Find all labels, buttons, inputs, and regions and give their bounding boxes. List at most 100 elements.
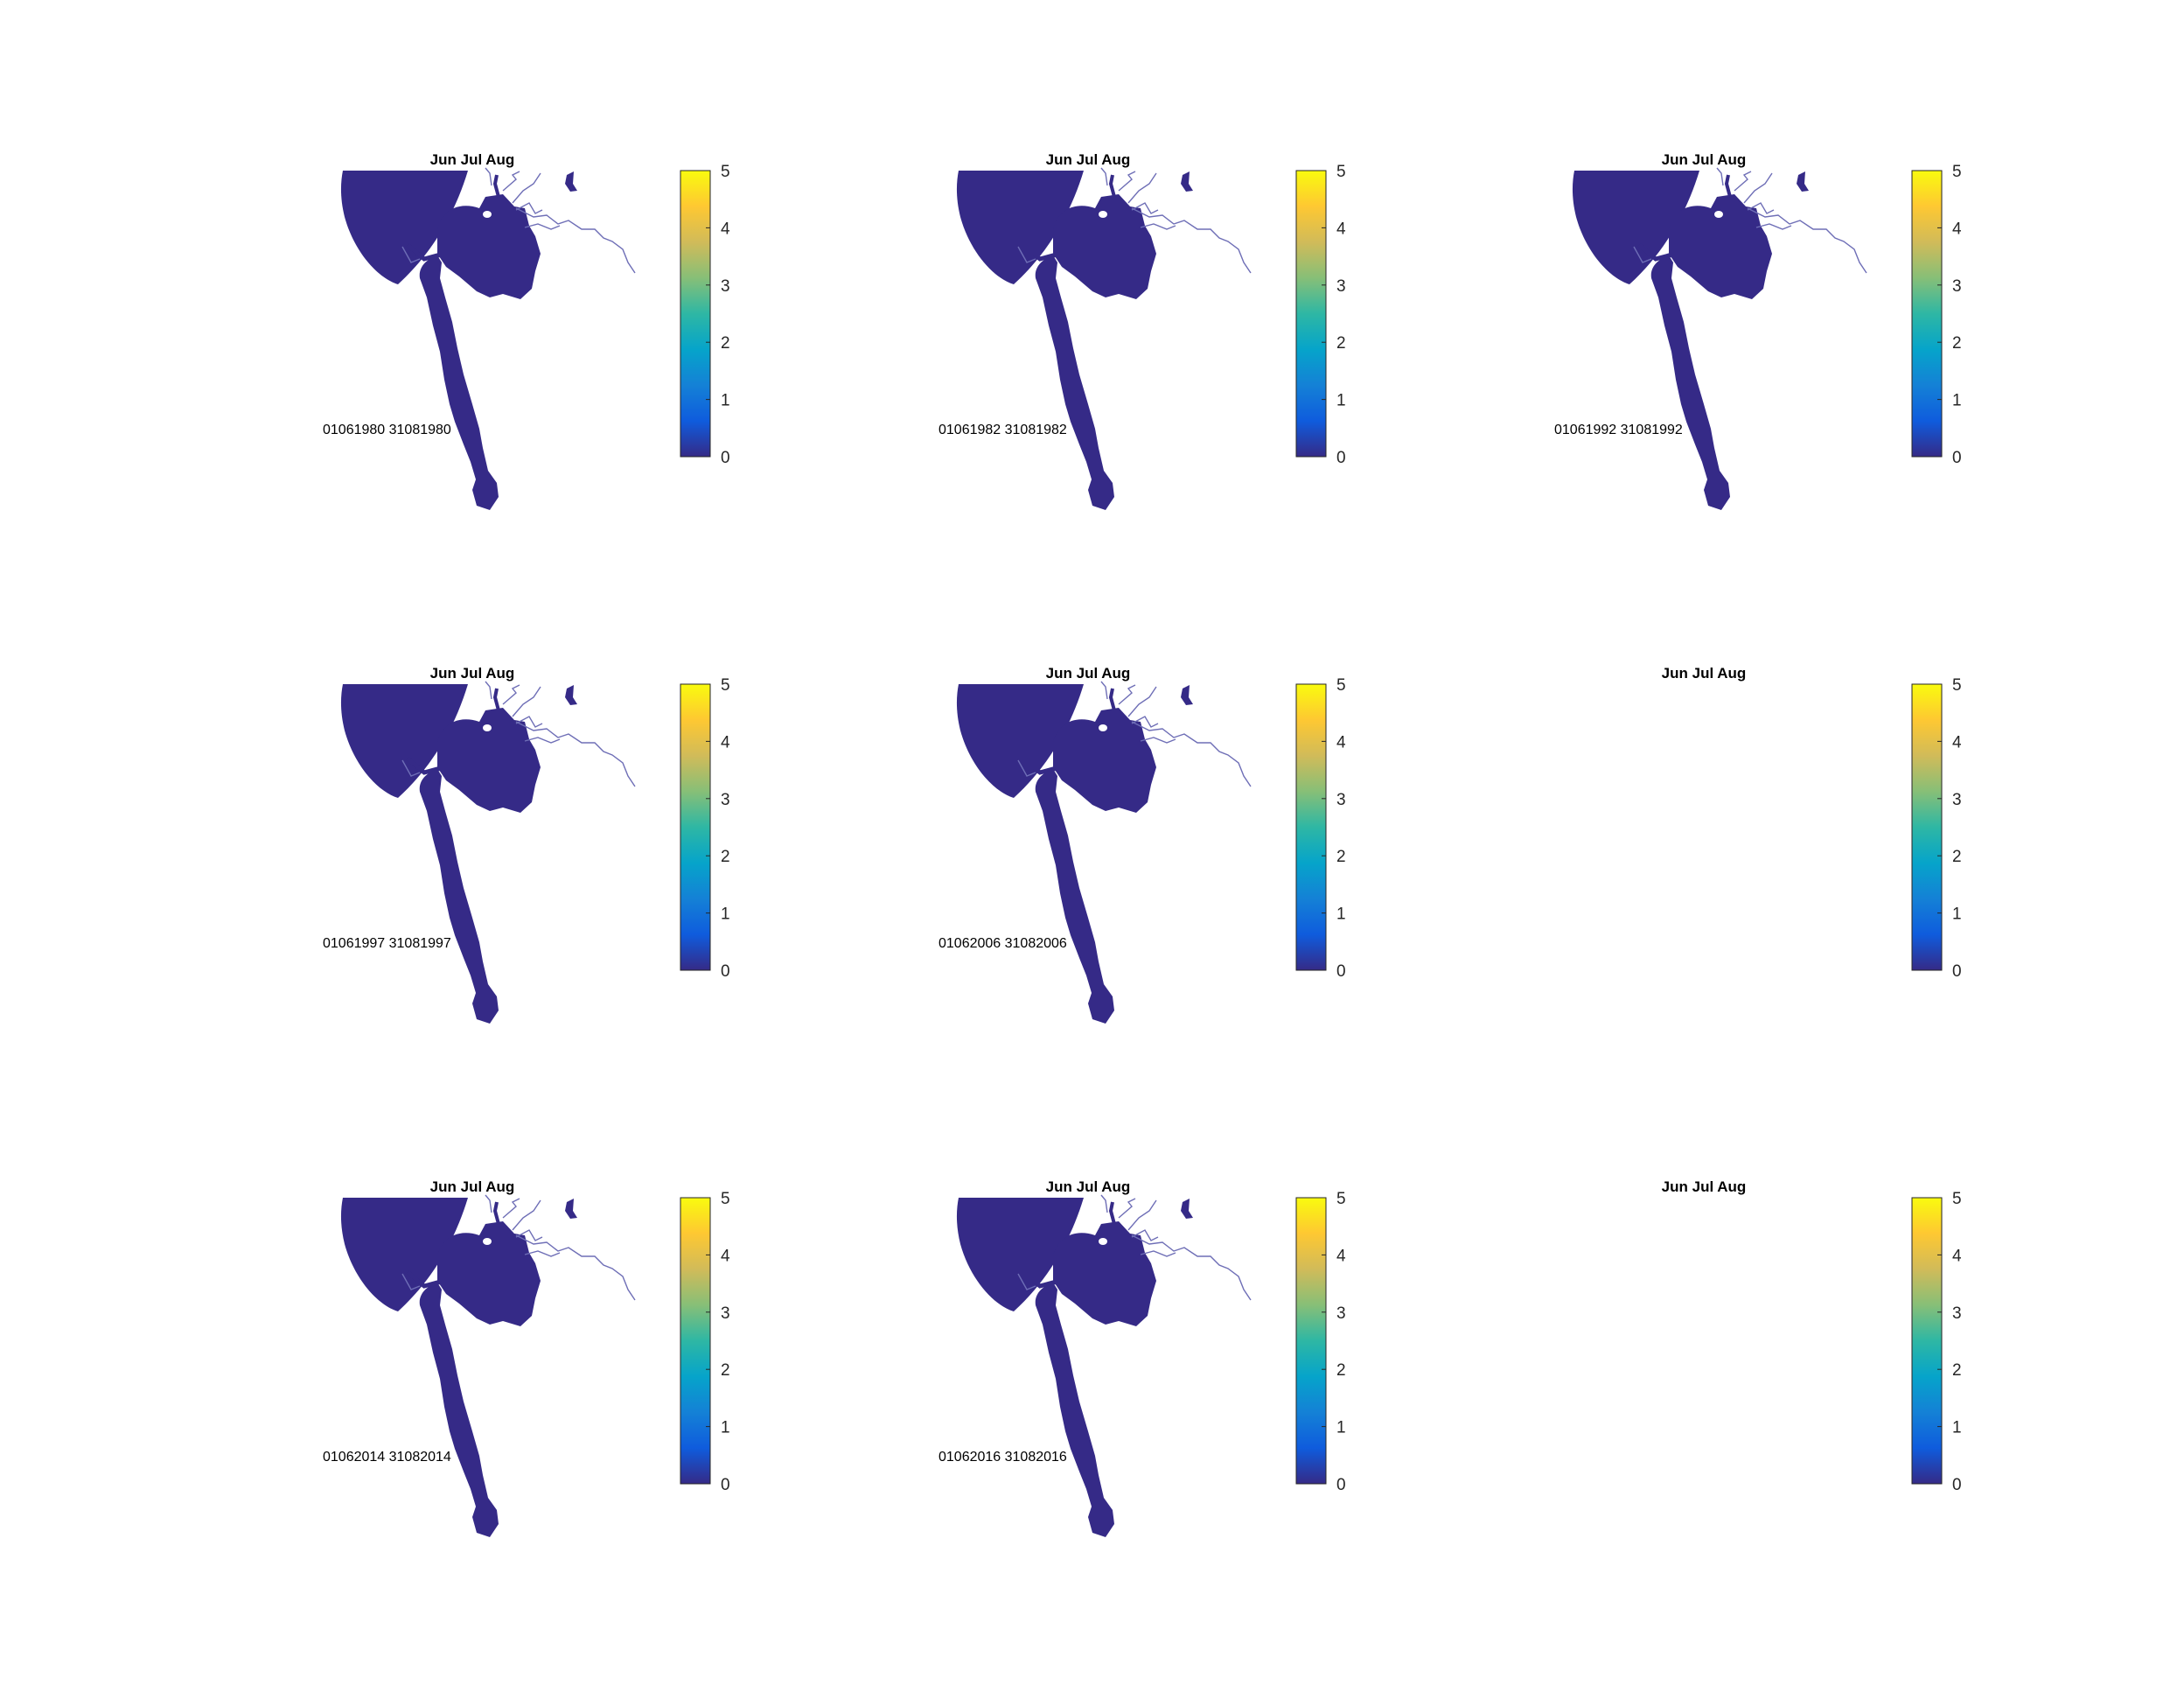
colorbar-tick-label: 0 [721,962,730,981]
map-lagoon [1053,708,1156,813]
colorbar: 0 1 2 3 4 5 [1295,676,1346,981]
map-river-line [1118,171,1136,192]
colorbar-tick-label: 2 [1336,848,1346,866]
map-island [483,1238,492,1245]
map-lagoon [437,708,541,813]
map-river-line [401,246,421,263]
map-river-line [515,721,636,787]
subplot-panel: Jun Jul Aug 01061980 31081980 0 1 2 3 4 5 [323,151,730,510]
colorbar-gradient [1295,170,1327,458]
map-river-line [1743,172,1773,204]
colorbar: 0 1 2 3 4 5 [680,163,730,467]
panel-title: Jun Jul Aug [430,151,515,168]
subplot-panel: Jun Jul Aug 01062014 31082014 0 1 2 3 4 5 [323,1178,730,1537]
colorbar-tick-label: 4 [1336,220,1346,238]
panel-title: Jun Jul Aug [430,1178,515,1195]
colorbar-tick-label: 5 [721,1190,730,1208]
colorbar-tick-label: 0 [1336,962,1346,981]
colorbar-tick-label: 0 [721,1476,730,1494]
panel-date-range: 01061980 31081980 [323,423,451,437]
map-lagoon [437,194,541,299]
map-river-line [502,684,520,705]
map-river-line [515,716,543,728]
colorbar-tick-label: 1 [721,392,730,410]
map-lagoon [1053,1221,1156,1326]
panel-title: Jun Jul Aug [1046,1178,1131,1195]
map-island [483,211,492,218]
colorbar-tick-label: 4 [1336,1247,1346,1265]
colorbar-tick-label: 4 [721,220,730,238]
map-island [483,724,492,731]
map-river-line [1100,167,1108,186]
map-river-line [502,1198,520,1219]
panel-title: Jun Jul Aug [1662,151,1747,168]
colorbar-tick-label: 3 [721,791,730,809]
panel-title: Jun Jul Aug [1662,665,1747,682]
subplot-panel: Jun Jul Aug 0 1 2 3 4 5 [1662,1178,1962,1494]
colorbar-tick-label: 2 [1336,1361,1346,1380]
salinity-map [956,167,1252,510]
salinity-map [956,1194,1252,1537]
map-island [1099,1238,1107,1245]
map-north-connector [1724,174,1732,198]
map-river-line [1131,716,1159,728]
map-river-line [1131,202,1159,214]
map-river-line [524,223,561,230]
colorbar-tick-label: 2 [1336,334,1346,353]
colorbar-tick-label: 2 [721,334,730,353]
colorbar-tick-label: 3 [1952,1304,1962,1323]
map-north-connector [492,688,500,711]
map-river-line [524,1250,561,1257]
map-river-line [1127,1199,1157,1231]
map-north-connector [1108,174,1116,198]
subplot-panel: Jun Jul Aug 01062016 31082016 0 1 2 3 4 5 [938,1178,1346,1537]
map-river-line [1017,246,1036,263]
map-sea [956,684,1084,798]
map-southern-channel [1035,769,1114,1024]
colorbar-tick-label: 3 [1336,277,1346,296]
colorbar-tick-label: 0 [1336,449,1346,467]
colorbar-tick-label: 3 [721,277,730,296]
map-island [1099,724,1107,731]
map-sea [1572,171,1699,284]
map-river-line [1127,172,1157,204]
map-small-lake [565,685,577,705]
map-river-line [1734,171,1752,192]
colorbar-gradient [680,683,711,971]
colorbar-gradient [1911,683,1943,971]
map-river-line [512,172,541,204]
map-river-line [515,202,543,214]
panel-date-range: 01061997 31081997 [323,936,451,951]
colorbar-tick-label: 0 [721,449,730,467]
map-small-lake [1181,171,1193,192]
panel-title: Jun Jul Aug [430,665,515,682]
map-sea [956,1198,1084,1311]
map-lagoon [1053,194,1156,299]
salinity-map [340,1194,636,1537]
colorbar: 0 1 2 3 4 5 [680,676,730,981]
map-river-line [1716,167,1724,186]
map-sea [956,171,1084,284]
map-sea [340,1198,468,1311]
panel-date-range: 01062014 31082014 [323,1450,451,1465]
map-river-line [515,207,636,274]
colorbar-tick-label: 4 [1336,733,1346,752]
colorbar-tick-label: 5 [1952,1190,1962,1208]
colorbar-gradient [1295,1197,1327,1485]
map-island [1714,211,1723,218]
map-small-lake [1797,171,1809,192]
subplot-panel: Jun Jul Aug 0 1 2 3 4 5 [1662,665,1962,981]
map-southern-channel [419,1283,499,1537]
salinity-map [340,167,636,510]
colorbar-tick-label: 5 [721,163,730,181]
map-river-line [1633,246,1652,263]
panel-date-range: 01062006 31082006 [938,936,1067,951]
colorbar-tick-label: 3 [1952,277,1962,296]
map-small-lake [565,171,577,192]
subplot-panel: Jun Jul Aug 01061997 31081997 0 1 2 3 4 5 [323,665,730,1024]
colorbar-tick-label: 5 [1336,163,1346,181]
map-river-line [401,759,421,777]
panel-date-range: 01061992 31081992 [1554,423,1683,437]
map-river-line [1017,759,1036,777]
